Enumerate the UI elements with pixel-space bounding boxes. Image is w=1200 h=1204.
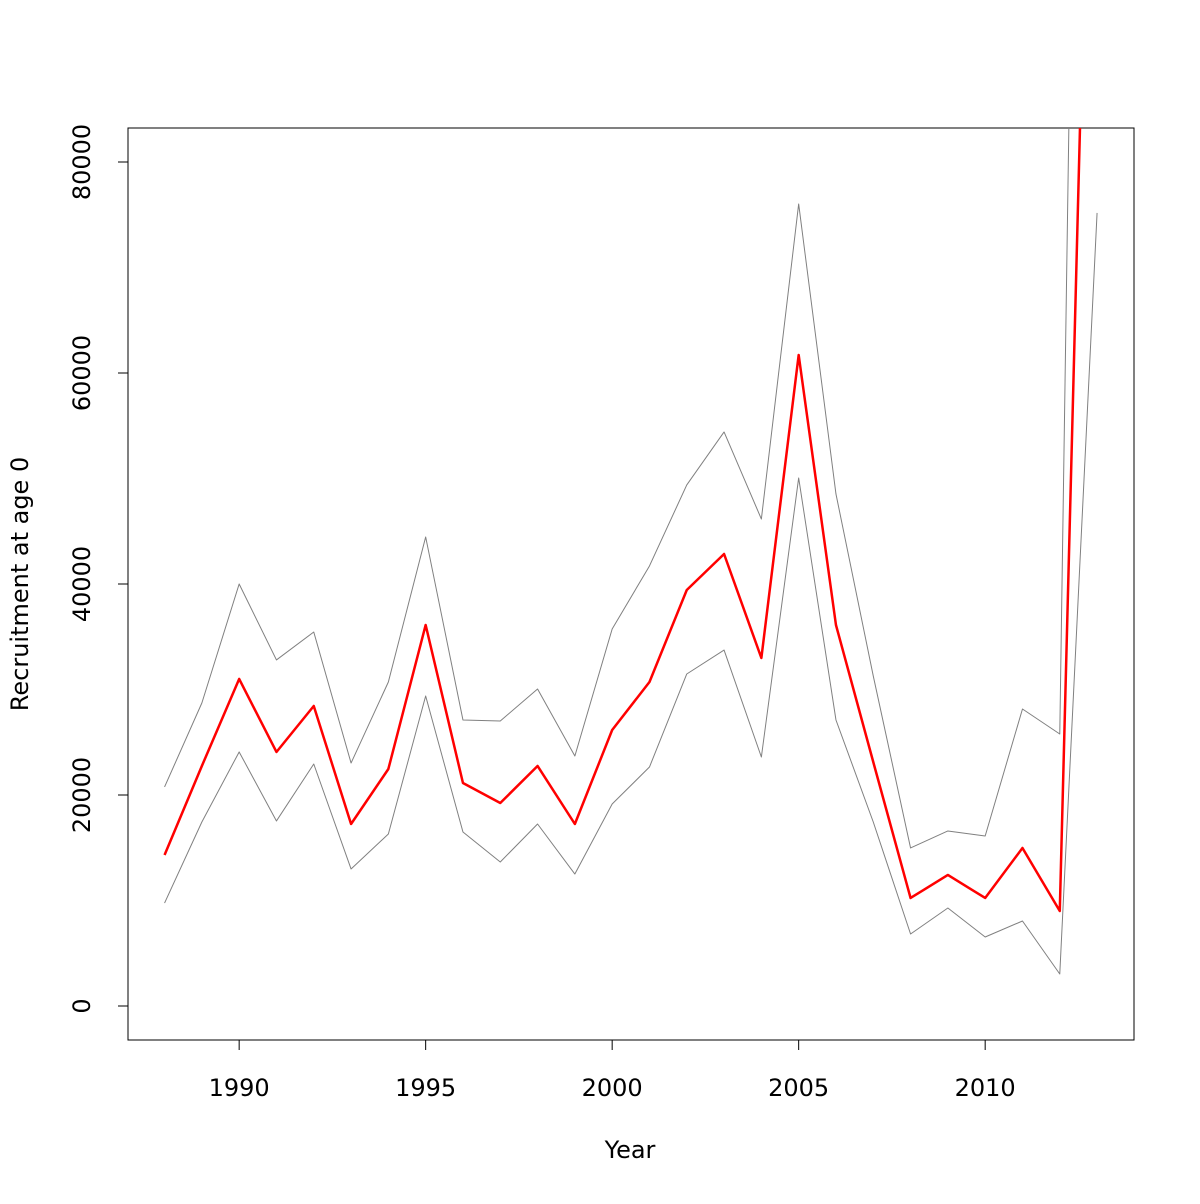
- plot-box: [127, 127, 1135, 1041]
- x-tick-label: 2005: [768, 1074, 829, 1102]
- series-line: [164, 212, 1098, 975]
- y-tick-label: 80000: [68, 124, 96, 200]
- y-tick-label: 40000: [68, 546, 96, 622]
- x-tick-label: 1990: [209, 1074, 270, 1102]
- x-axis-label: Year: [604, 1136, 656, 1164]
- plot-area: [163, 128, 1098, 975]
- series-line: [163, 128, 1082, 913]
- y-tick-label: 20000: [68, 757, 96, 833]
- x-tick-label: 2000: [582, 1074, 643, 1102]
- series-line: [164, 128, 1070, 849]
- x-tick-label: 2010: [955, 1074, 1016, 1102]
- y-tick-label: 60000: [68, 335, 96, 411]
- y-tick-label: 0: [68, 998, 96, 1013]
- x-tick-label: 1995: [395, 1074, 456, 1102]
- y-axis-label: Recruitment at age 0: [6, 457, 34, 711]
